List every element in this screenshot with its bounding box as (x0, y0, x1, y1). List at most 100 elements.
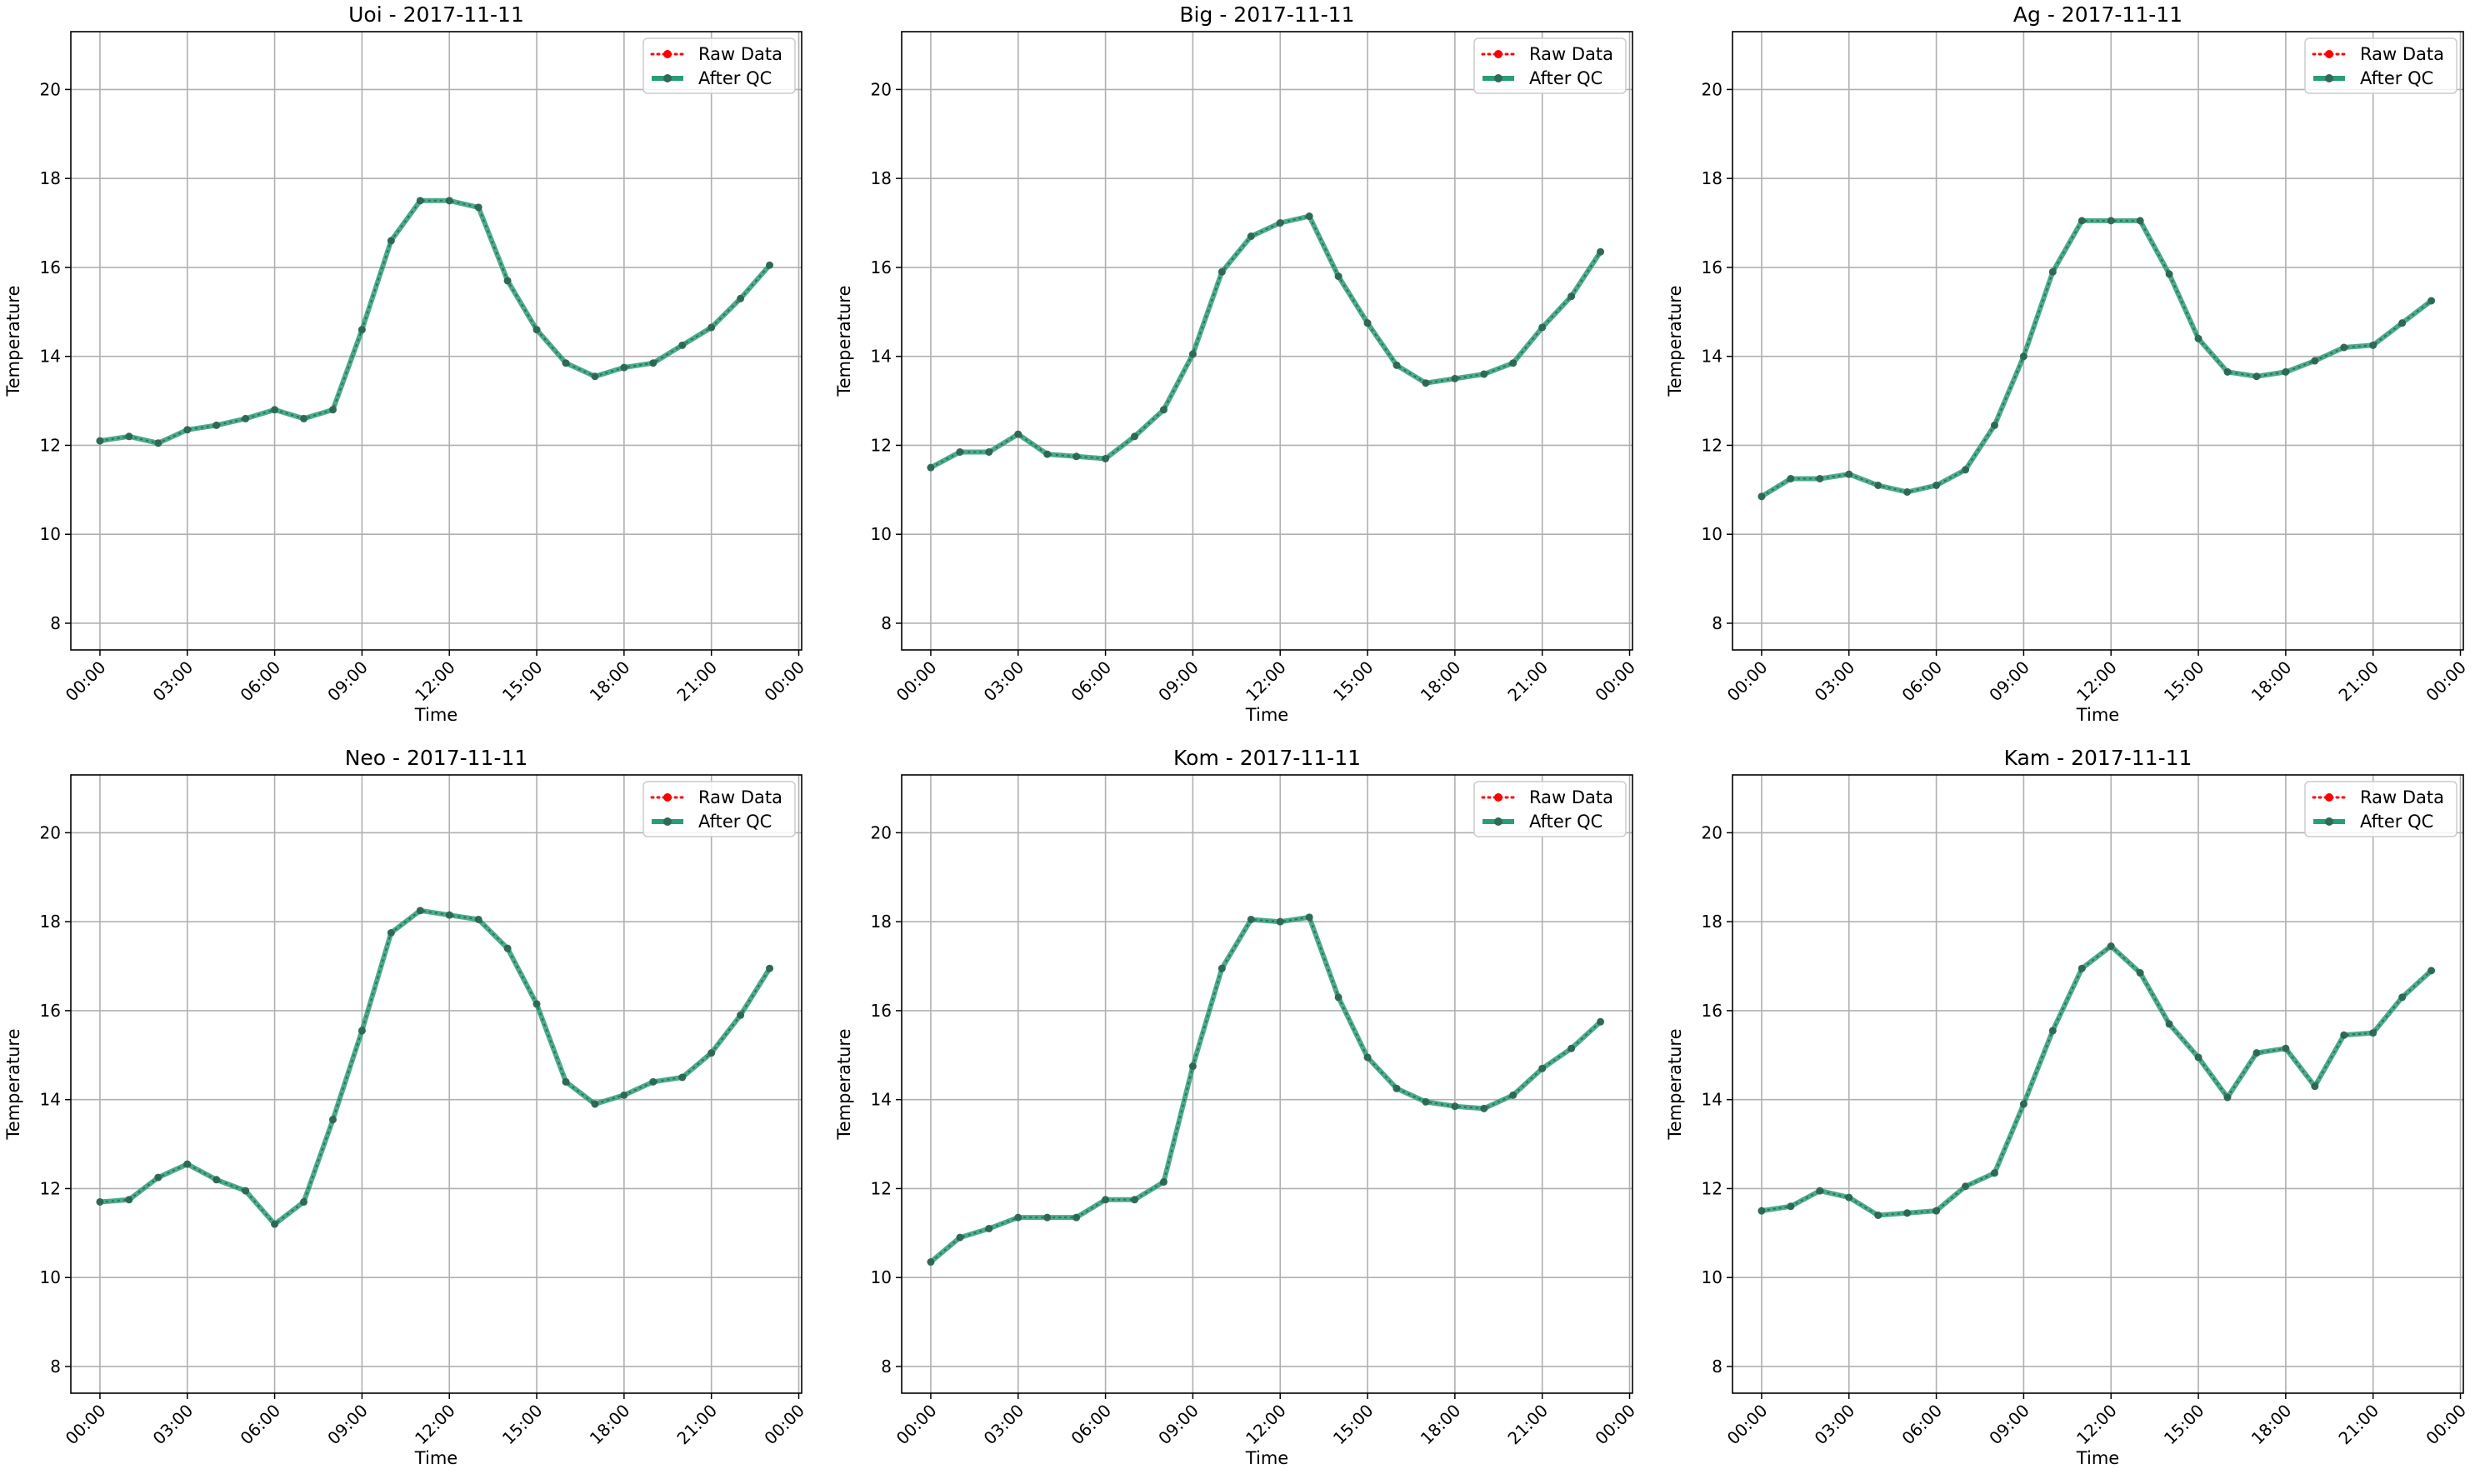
y-tick-label: 14 (1702, 347, 1722, 367)
after-qc-point (649, 1077, 658, 1086)
legend-qc-marker (663, 74, 672, 82)
x-tick-label: 09:00 (1154, 1401, 1202, 1449)
raw-data-line (1761, 219, 2432, 497)
legend-raw-label: Raw Data (2360, 787, 2444, 807)
x-tick-label: 00:00 (1591, 657, 1639, 706)
after-qc-line (1760, 217, 2433, 499)
y-tick-label: 18 (1702, 912, 1722, 932)
subplot-6: 8 10 12 14 16 18 20 00:00 03:00 06:00 09:00 12:00 15… (1665, 746, 2470, 1468)
x-tick-label: 18:00 (2248, 657, 2296, 706)
x-axis-label: Time (414, 705, 458, 725)
after-qc-point (183, 1160, 192, 1168)
y-tick-label: 20 (40, 79, 61, 99)
legend-qc-label: After QC (2360, 812, 2433, 832)
x-tick-label: 09:00 (1154, 657, 1202, 706)
y-tick-label: 14 (1702, 1090, 1722, 1110)
after-qc-point (1903, 1209, 1912, 1217)
after-qc-point (1276, 219, 1284, 227)
x-tick-label: 12:00 (1242, 657, 1290, 706)
x-tick-label: 09:00 (1985, 1401, 2033, 1449)
x-tick-label: 03:00 (1811, 657, 1859, 706)
after-qc-line (929, 213, 1603, 470)
after-qc-point (1392, 1084, 1401, 1092)
axes-frame (1732, 774, 2464, 1394)
legend-raw-marker (1494, 793, 1502, 802)
subplot-title: Big - 2017-11-11 (1179, 2, 1354, 27)
after-qc-point (1932, 481, 1941, 489)
x-tick-label: 06:00 (236, 1401, 284, 1449)
raw-data-line (930, 916, 1602, 1263)
x-tick-label: 15:00 (2160, 657, 2208, 706)
y-axis-label: Temperature (834, 285, 854, 397)
after-qc-point (766, 964, 774, 972)
x-tick-label: 21:00 (2334, 657, 2382, 706)
legend: Raw Data After QC (2304, 781, 2458, 837)
y-tick-label: 16 (871, 257, 892, 277)
y-tick-label: 16 (1702, 1001, 1722, 1021)
after-qc-point (1131, 1196, 1139, 1204)
after-qc-point (445, 197, 453, 205)
after-qc-point (2340, 343, 2348, 352)
legend-raw-marker (663, 793, 672, 802)
x-tick-label: 03:00 (149, 1401, 198, 1449)
legend-raw-label: Raw Data (698, 44, 782, 64)
after-qc-line (1761, 943, 2433, 1218)
y-tick-label: 18 (1702, 168, 1722, 188)
y-tick-label: 20 (1702, 822, 1722, 842)
subplot-title: Kom - 2017-11-11 (1173, 746, 1361, 770)
legend-qc-label: After QC (1529, 812, 1602, 832)
y-tick-label: 14 (871, 1090, 892, 1110)
x-tick-label: 21:00 (2334, 1401, 2382, 1449)
legend-raw-label: Raw Data (1529, 787, 1613, 807)
legend: Raw Data After QC (1473, 781, 1627, 837)
x-tick-label: 00:00 (2422, 1401, 2470, 1449)
y-tick-label: 20 (871, 822, 892, 842)
x-tick-label: 00:00 (62, 1401, 110, 1449)
subplot-title: Uoi - 2017-11-11 (348, 2, 524, 27)
legend-raw-label: Raw Data (1529, 44, 1613, 64)
x-tick-label: 06:00 (236, 657, 284, 706)
after-qc-point (1247, 915, 1255, 923)
raw-data-line (1761, 945, 2432, 1217)
subplot-4: 8 10 12 14 16 18 20 00:00 03:00 06:00 09:00 12:00 15… (3, 746, 808, 1468)
y-tick-label: 12 (40, 1178, 61, 1198)
after-qc-point (1072, 452, 1081, 461)
axes-frame (901, 774, 1633, 1394)
legend: Raw Data After QC (642, 781, 796, 837)
x-tick-label: 18:00 (586, 657, 634, 706)
x-tick-label: 12:00 (1242, 1401, 1290, 1449)
x-tick-label: 18:00 (1417, 657, 1465, 706)
after-qc-point (328, 1116, 337, 1124)
x-tick-label: 18:00 (586, 1401, 634, 1449)
y-tick-label: 10 (871, 524, 892, 544)
after-qc-point (212, 421, 221, 429)
y-tick-label: 18 (40, 912, 61, 932)
after-qc-point (2311, 1082, 2319, 1091)
after-qc-point (2282, 367, 2290, 376)
after-qc-point (2107, 217, 2115, 225)
y-tick-label: 12 (871, 1178, 892, 1198)
after-qc-point (956, 1233, 964, 1242)
y-tick-label: 8 (881, 613, 892, 633)
legend-qc-label: After QC (698, 68, 772, 88)
after-qc-point (2369, 1029, 2378, 1037)
legend-qc-marker (1494, 74, 1502, 82)
legend-raw-label: Raw Data (698, 787, 782, 807)
x-tick-label: 00:00 (1723, 1401, 1772, 1449)
after-qc-point (985, 1224, 993, 1232)
after-qc-line (99, 907, 772, 1227)
x-tick-label: 21:00 (1503, 1401, 1552, 1449)
x-tick-label: 15:00 (1329, 1401, 1378, 1449)
y-tick-label: 10 (871, 1267, 892, 1287)
x-tick-label: 03:00 (980, 657, 1028, 706)
y-tick-label: 12 (40, 435, 61, 455)
legend-raw-marker (2325, 793, 2333, 802)
after-qc-point (183, 426, 192, 434)
y-tick-label: 14 (40, 347, 61, 367)
y-tick-label: 10 (40, 1267, 61, 1287)
axes-frame (70, 31, 802, 651)
after-qc-point (358, 1027, 366, 1035)
y-tick-label: 16 (1702, 257, 1722, 277)
y-tick-label: 8 (1712, 1357, 1722, 1377)
legend-raw-label: Raw Data (2360, 44, 2444, 64)
